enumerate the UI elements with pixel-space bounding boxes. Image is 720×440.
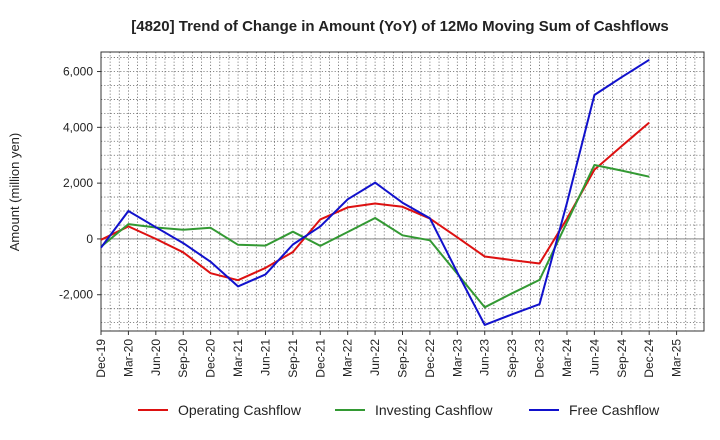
x-tick-label: Jun-20 <box>149 339 163 376</box>
legend: Operating Cashflow Investing Cashflow Free… <box>138 402 660 418</box>
x-tick-label: Mar-23 <box>450 339 464 377</box>
x-tick-label: Dec-22 <box>423 339 437 378</box>
x-tick-label: Sep-21 <box>286 339 300 378</box>
legend-label: Free Cashflow <box>569 402 660 418</box>
y-tick-label: 6,000 <box>63 65 93 79</box>
series-line <box>100 164 650 309</box>
x-tick-label: Mar-20 <box>121 339 135 377</box>
grid <box>100 52 705 331</box>
x-tick-label: Sep-22 <box>396 339 410 378</box>
y-tick-label: -2,000 <box>59 288 93 302</box>
x-tick-label: Jun-21 <box>258 339 272 376</box>
x-tick-label: Dec-24 <box>642 339 656 378</box>
legend-label: Investing Cashflow <box>375 402 493 418</box>
axes <box>97 51 705 335</box>
x-tick-label: Dec-23 <box>533 339 547 378</box>
x-tick-label: Mar-22 <box>341 339 355 377</box>
series-group <box>100 58 650 326</box>
x-tick-label: Dec-21 <box>313 339 327 378</box>
x-tick-label: Jun-23 <box>478 339 492 376</box>
tick-labels: -2,000 0 2,000 4,000 6,000 Dec-19 Mar-20 Jun-20… <box>59 65 684 378</box>
x-tick-label: Sep-23 <box>505 339 519 378</box>
legend-label: Operating Cashflow <box>178 402 302 418</box>
x-tick-label: Sep-24 <box>615 339 629 378</box>
y-tick-label: 2,000 <box>63 176 93 190</box>
y-axis-label: Amount (million yen) <box>7 133 22 252</box>
x-tick-label: Mar-24 <box>560 339 574 377</box>
x-tick-label: Dec-20 <box>204 339 218 378</box>
x-tick-label: Sep-20 <box>176 339 190 378</box>
x-tick-label: Mar-21 <box>231 339 245 377</box>
x-tick-label: Jun-24 <box>587 339 601 376</box>
x-tick-label: Dec-19 <box>94 339 108 378</box>
chart-title: [4820] Trend of Change in Amount (YoY) o… <box>131 18 669 35</box>
y-tick-label: 0 <box>86 232 93 246</box>
series-line <box>100 58 650 326</box>
y-tick-label: 4,000 <box>63 120 93 134</box>
x-tick-label: Mar-25 <box>670 339 684 377</box>
x-tick-label: Jun-22 <box>368 339 382 376</box>
